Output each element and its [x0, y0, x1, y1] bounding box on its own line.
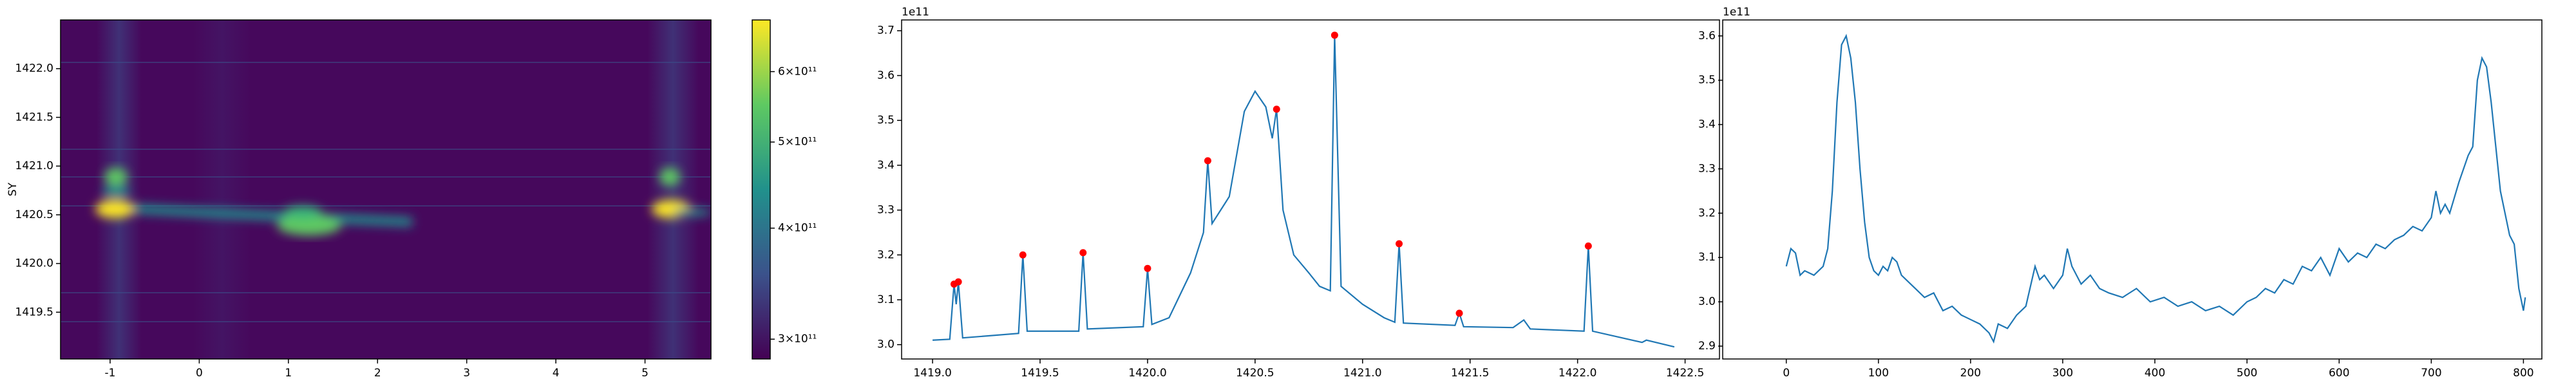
- peak-marker: [1331, 32, 1338, 39]
- x-tick-label: 400: [2145, 367, 2165, 380]
- x-tick-label: 100: [1868, 367, 1889, 380]
- peak-marker: [954, 278, 962, 286]
- x-tick-label: 0: [1783, 367, 1790, 380]
- y-tick-label: 1422.0: [15, 62, 53, 75]
- x-tick-label: 1421.0: [1343, 367, 1381, 380]
- y-tick-label: 3.0: [1698, 295, 1716, 308]
- y-axis-label: SY: [6, 182, 19, 196]
- peak-marker: [1144, 264, 1151, 272]
- x-tick-label: 2: [374, 367, 381, 380]
- y-tick-label: 1421.5: [15, 111, 53, 124]
- colorbar-tick-label: 6×10¹¹: [778, 65, 817, 78]
- y-tick-label: 3.3: [877, 204, 895, 217]
- colorbar: [752, 19, 771, 360]
- colorbar-tick-label: 5×10¹¹: [778, 136, 817, 149]
- x-tick-label: 1419.5: [1021, 367, 1059, 380]
- line: [1785, 33, 2526, 344]
- x-tick-label: 300: [2052, 367, 2073, 380]
- x-tick-label: 500: [2237, 367, 2257, 380]
- peak-marker: [1396, 240, 1403, 248]
- peak-marker: [1584, 242, 1592, 250]
- y-tick-label: 3.7: [877, 24, 895, 37]
- y-tick-label: 3.3: [1698, 162, 1716, 175]
- offset-text: 1e11: [1723, 6, 1750, 19]
- x-tick-label: 1420.0: [1128, 367, 1166, 380]
- x-tick-label: 1420.5: [1236, 367, 1274, 380]
- y-tick-label: 3.5: [1698, 74, 1716, 87]
- axes-frame: [60, 19, 712, 360]
- colorbar-tick-label: 3×10¹¹: [778, 333, 817, 345]
- x-tick-label: 1421.5: [1451, 367, 1489, 380]
- peak-marker: [1273, 106, 1280, 113]
- y-tick-label: 1420.5: [15, 208, 53, 221]
- y-tick-label: 3.1: [1698, 251, 1716, 264]
- y-tick-label: 1420.0: [15, 257, 53, 270]
- x-tick-label: 800: [2513, 367, 2533, 380]
- y-tick-label: 3.2: [877, 248, 895, 261]
- axes-frame: [1722, 19, 2543, 360]
- y-tick-label: 3.4: [877, 159, 895, 172]
- y-tick-label: 3.5: [877, 114, 895, 127]
- x-tick-label: 1422.0: [1558, 367, 1596, 380]
- y-tick-label: 3.6: [877, 69, 895, 82]
- colorbar-tick-label: 4×10¹¹: [778, 222, 817, 235]
- x-tick-label: 0: [196, 367, 203, 380]
- y-tick-label: 3.0: [877, 338, 895, 351]
- y-tick-label: 3.2: [1698, 207, 1716, 219]
- peak-marker: [1204, 157, 1211, 165]
- y-tick-label: 3.6: [1698, 30, 1716, 42]
- x-tick-label: 200: [1960, 367, 1981, 380]
- y-tick-label: 1421.0: [15, 160, 53, 172]
- y-tick-label: 3.1: [877, 293, 895, 306]
- x-tick-label: 1422.5: [1666, 367, 1704, 380]
- heatmap-image: [61, 20, 711, 359]
- x-tick-label: 3: [463, 367, 470, 380]
- x-tick-label: 600: [2329, 367, 2349, 380]
- y-tick-label: 2.9: [1698, 340, 1716, 353]
- axes-frame: [901, 19, 1720, 360]
- x-tick-label: 700: [2421, 367, 2441, 380]
- y-tick-label: 3.4: [1698, 118, 1716, 131]
- peak-marker: [1079, 249, 1087, 257]
- peak-marker: [1455, 309, 1463, 317]
- offset-text: 1e11: [902, 6, 929, 19]
- x-tick-label: 1419.0: [913, 367, 951, 380]
- x-tick-label: 4: [553, 367, 560, 380]
- line: [933, 35, 1675, 348]
- x-tick-label: 5: [641, 367, 649, 380]
- x-tick-label: 1: [285, 367, 292, 380]
- x-tick-label: -1: [104, 367, 115, 380]
- y-tick-label: 1419.5: [15, 306, 53, 318]
- peak-marker: [1019, 251, 1027, 259]
